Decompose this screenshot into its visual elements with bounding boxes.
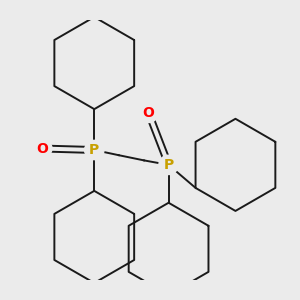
Circle shape — [159, 155, 178, 175]
Text: P: P — [164, 158, 174, 172]
Text: O: O — [36, 142, 48, 155]
Circle shape — [139, 103, 158, 122]
Circle shape — [85, 140, 104, 160]
Text: O: O — [142, 106, 154, 120]
Circle shape — [33, 139, 52, 158]
Text: P: P — [89, 143, 99, 157]
